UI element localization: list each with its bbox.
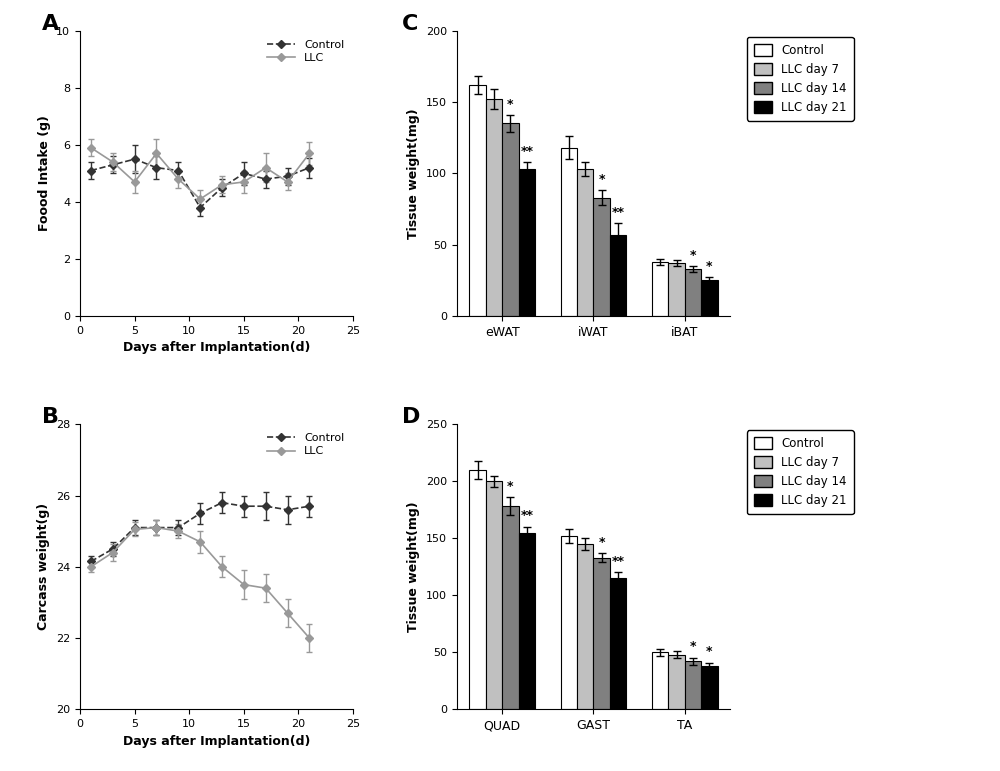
Text: B: B bbox=[42, 407, 59, 427]
Text: *: * bbox=[598, 536, 605, 548]
Bar bbox=[652, 261, 668, 316]
Bar bbox=[701, 666, 718, 709]
Bar bbox=[561, 148, 577, 316]
Text: D: D bbox=[402, 407, 421, 427]
Text: A: A bbox=[42, 14, 59, 34]
Bar bbox=[668, 263, 685, 316]
Bar bbox=[668, 655, 685, 709]
Text: *: * bbox=[706, 645, 713, 658]
X-axis label: Days after Implantation(d): Days after Implantation(d) bbox=[123, 735, 310, 748]
Bar bbox=[685, 269, 701, 316]
Bar bbox=[577, 544, 593, 709]
Text: **: ** bbox=[612, 555, 625, 568]
Bar bbox=[502, 123, 519, 316]
Y-axis label: Tissue weight(mg): Tissue weight(mg) bbox=[407, 108, 420, 239]
Y-axis label: Foood Intake (g): Foood Intake (g) bbox=[38, 116, 51, 231]
Text: *: * bbox=[706, 260, 713, 273]
Y-axis label: Tissue weight(mg): Tissue weight(mg) bbox=[407, 501, 420, 632]
Bar bbox=[502, 507, 519, 709]
Bar bbox=[652, 652, 668, 709]
Text: **: ** bbox=[612, 206, 625, 219]
Bar bbox=[519, 169, 535, 316]
X-axis label: Days after Implantation(d): Days after Implantation(d) bbox=[123, 342, 310, 354]
Text: *: * bbox=[507, 480, 514, 493]
Bar bbox=[561, 536, 577, 709]
Bar bbox=[577, 169, 593, 316]
Bar bbox=[593, 557, 610, 709]
Text: *: * bbox=[598, 173, 605, 187]
Text: *: * bbox=[690, 641, 696, 654]
Text: *: * bbox=[690, 249, 696, 261]
Bar bbox=[701, 281, 718, 316]
Legend: Control, LLC: Control, LLC bbox=[264, 36, 348, 66]
Text: *: * bbox=[507, 98, 514, 111]
Bar bbox=[685, 662, 701, 709]
Bar bbox=[519, 533, 535, 709]
Text: **: ** bbox=[520, 510, 533, 522]
Bar bbox=[486, 481, 502, 709]
Text: **: ** bbox=[520, 145, 533, 158]
Legend: Control, LLC: Control, LLC bbox=[264, 429, 348, 460]
Legend: Control, LLC day 7, LLC day 14, LLC day 21: Control, LLC day 7, LLC day 14, LLC day … bbox=[747, 430, 854, 514]
Text: C: C bbox=[402, 14, 419, 34]
Y-axis label: Carcass weight(g): Carcass weight(g) bbox=[37, 503, 50, 631]
Bar bbox=[610, 234, 626, 316]
Bar bbox=[486, 99, 502, 316]
Bar bbox=[593, 197, 610, 316]
Bar bbox=[610, 578, 626, 709]
Bar bbox=[469, 85, 486, 316]
Bar bbox=[469, 470, 486, 709]
Legend: Control, LLC day 7, LLC day 14, LLC day 21: Control, LLC day 7, LLC day 14, LLC day … bbox=[747, 37, 854, 121]
